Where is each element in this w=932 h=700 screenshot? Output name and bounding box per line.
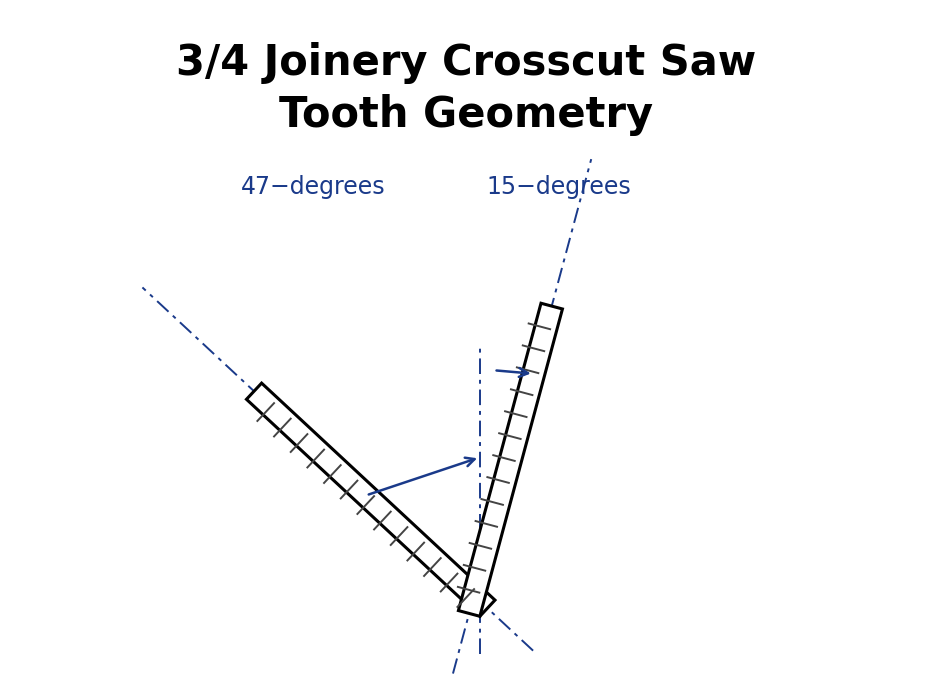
- Polygon shape: [246, 383, 495, 616]
- Text: Tooth Geometry: Tooth Geometry: [279, 94, 653, 136]
- Text: 15−degrees: 15−degrees: [486, 176, 631, 199]
- Text: 47−degrees: 47−degrees: [241, 176, 386, 199]
- Polygon shape: [459, 303, 562, 616]
- Text: 3/4 Joinery Crosscut Saw: 3/4 Joinery Crosscut Saw: [176, 42, 756, 84]
